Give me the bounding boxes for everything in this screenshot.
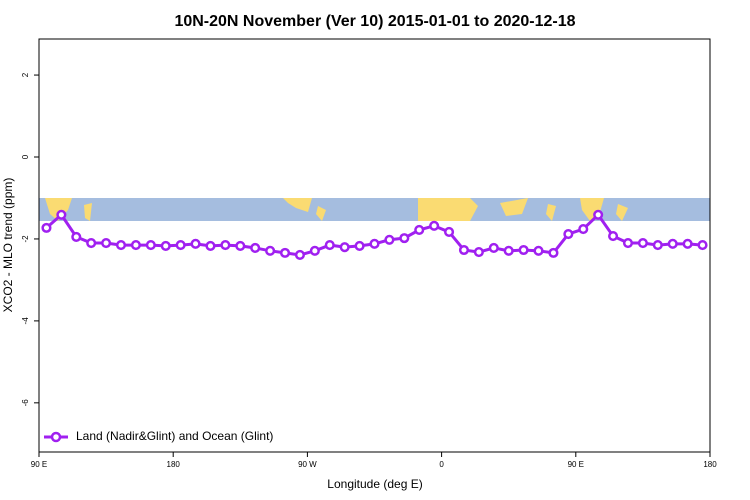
data-point [682, 238, 693, 249]
data-point [101, 237, 112, 249]
data-point [160, 240, 171, 251]
data-point [339, 242, 350, 253]
x-axis-label: Longitude (deg E) [327, 477, 422, 491]
data-point [115, 240, 127, 251]
data-point [71, 231, 82, 242]
map-strip [39, 198, 710, 221]
data-point [473, 247, 484, 258]
data-point [235, 240, 246, 251]
data-point [354, 240, 365, 251]
data-point [503, 245, 514, 256]
data-point [41, 222, 52, 233]
data-point [533, 245, 544, 256]
x-tick-label: 90 W [298, 460, 317, 469]
data-point [294, 249, 305, 260]
x-tick-label: 180 [703, 460, 717, 469]
x-tick-label: 180 [167, 460, 181, 469]
data-point [488, 242, 499, 254]
y-tick-label: -2 [21, 235, 30, 243]
data-point [86, 237, 97, 249]
data-point [309, 245, 320, 256]
data-point [324, 240, 335, 251]
plot-frame [38, 38, 711, 453]
y-tick-label: 2 [21, 72, 30, 77]
data-point [145, 240, 156, 251]
data-point [399, 233, 410, 244]
data-point [265, 245, 276, 256]
data-point [175, 240, 186, 251]
data-point [593, 209, 604, 220]
data-point [548, 247, 559, 258]
legend-marker [50, 431, 62, 443]
data-point [444, 226, 455, 238]
legend-label: Land (Nadir&Glint) and Ocean (Glint) [76, 429, 273, 443]
data-point [578, 224, 589, 235]
data-point [697, 240, 708, 251]
data-point [56, 209, 67, 220]
data-point [458, 244, 470, 256]
y-axis-label: XCO2 - MLO trend (ppm) [1, 178, 15, 313]
data-point [414, 224, 425, 235]
data-point [667, 238, 678, 249]
data-point [622, 237, 634, 249]
data-point [518, 244, 529, 256]
data-point [279, 247, 291, 258]
chart-title: 10N-20N November (Ver 10) 2015-01-01 to … [174, 13, 575, 30]
y-tick-label: 0 [21, 154, 30, 159]
data-point [205, 240, 216, 251]
data-point [190, 238, 201, 249]
data-point [369, 238, 380, 249]
data-point [608, 231, 619, 242]
x-tick-label: 90 E [568, 460, 584, 469]
data-point [220, 240, 231, 251]
data-point [429, 220, 440, 231]
data-point [637, 237, 648, 249]
y-tick-label: -4 [21, 317, 30, 325]
data-point [652, 240, 663, 251]
y-tick-label: -6 [21, 399, 30, 407]
x-tick-label: 0 [439, 460, 444, 469]
legend: Land (Nadir&Glint) and Ocean (Glint) [44, 429, 273, 443]
data-point [563, 228, 574, 240]
data-point [384, 234, 395, 245]
data-point [250, 242, 261, 254]
x-tick-label: 90 E [31, 460, 47, 469]
data-point [130, 240, 141, 251]
